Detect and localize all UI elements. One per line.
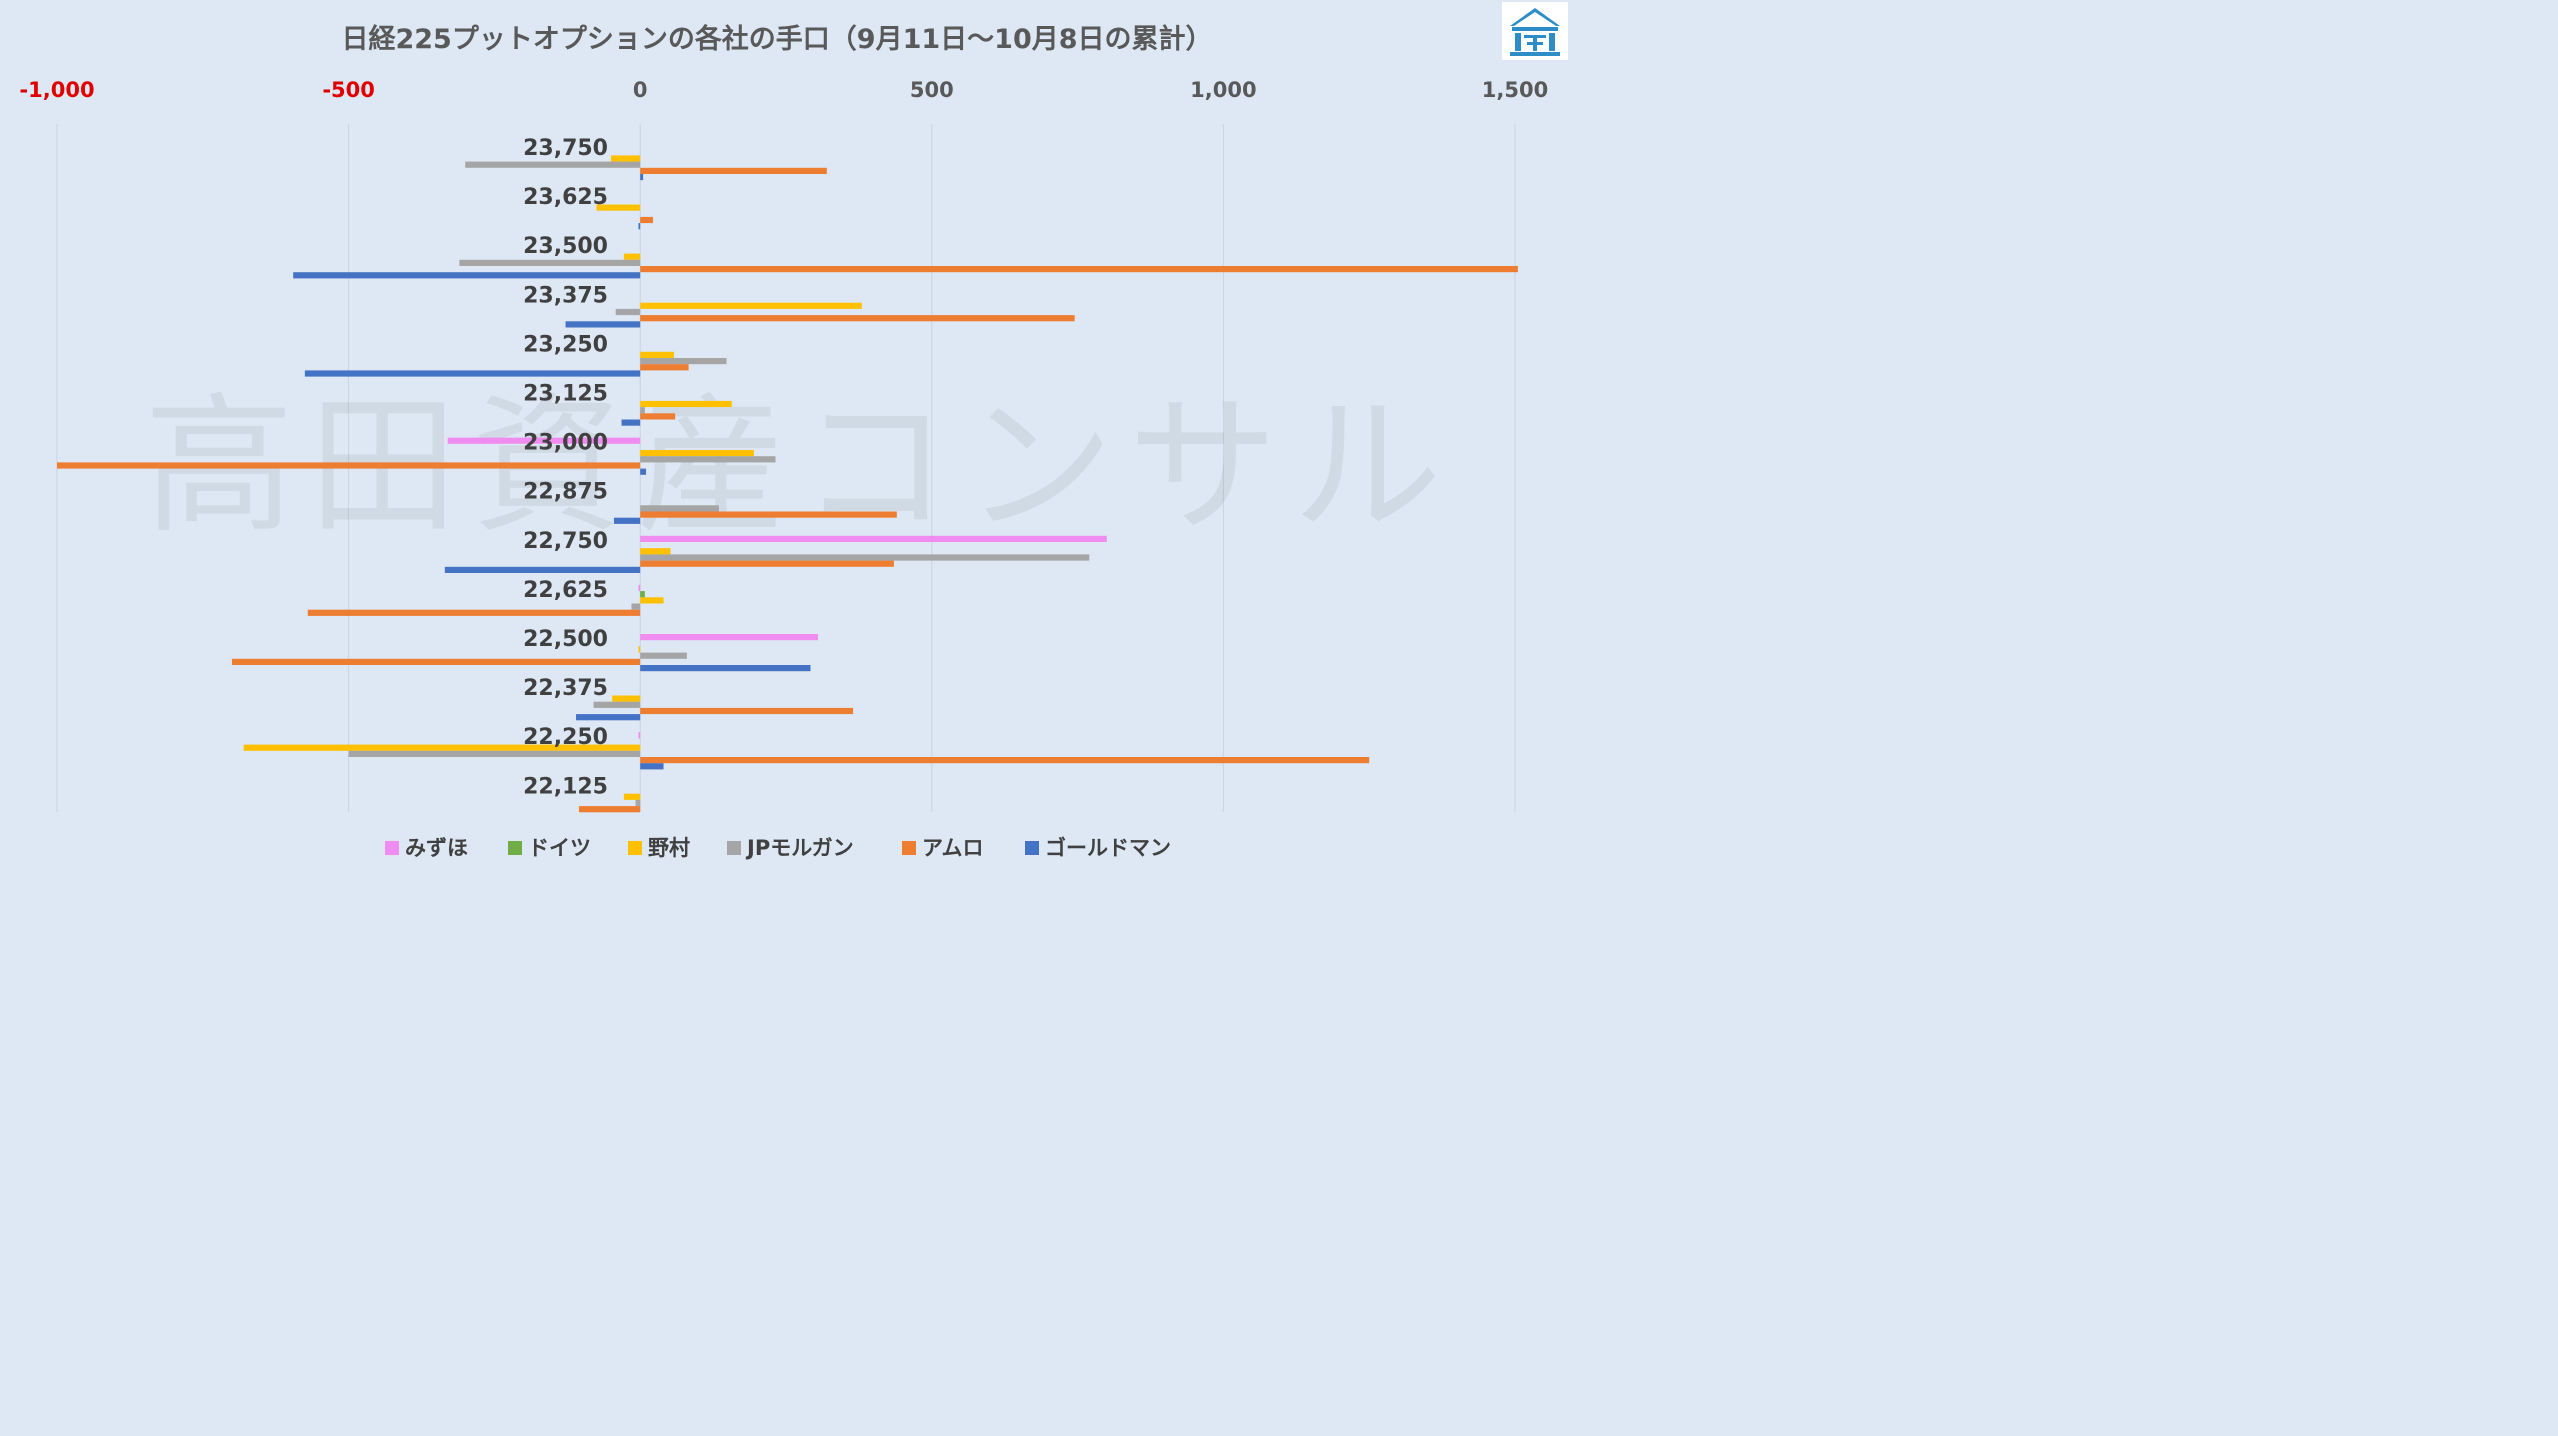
bar-6-2 xyxy=(638,223,641,230)
category-label: 23,125 xyxy=(523,382,608,407)
bar-3-13 xyxy=(243,744,641,751)
bar-3-7 xyxy=(640,450,754,457)
bar-4-7 xyxy=(640,456,776,463)
legend-swatch xyxy=(902,841,916,855)
bar-3-4 xyxy=(640,302,862,309)
legend-label: みずほ xyxy=(405,836,468,860)
category-label: 23,000 xyxy=(523,431,608,456)
category-label: 22,250 xyxy=(523,725,608,750)
bar-1-9 xyxy=(640,535,1107,542)
bar-4-13 xyxy=(348,750,641,757)
legend-label: ドイツ xyxy=(528,836,591,860)
legend-swatch xyxy=(385,841,399,855)
x-tick-label: 0 xyxy=(633,78,648,102)
category-label: 22,500 xyxy=(523,627,608,652)
bar-3-11 xyxy=(638,646,641,653)
bar-3-9 xyxy=(640,548,671,555)
category-label: 22,375 xyxy=(523,676,608,701)
x-axis-ticks: -1,000 -500 0 500 1,000 1,500 xyxy=(19,78,1548,102)
bar-5-10 xyxy=(307,609,641,616)
x-tick-label: -1,000 xyxy=(19,78,94,102)
bar-4-9 xyxy=(640,554,1090,561)
bar-4-8 xyxy=(640,505,719,512)
bar-4-1 xyxy=(465,161,641,168)
bar-5-11 xyxy=(231,658,641,665)
bar-4-5 xyxy=(640,358,727,365)
x-tick-label: 500 xyxy=(910,78,954,102)
bar-6-12 xyxy=(576,714,641,721)
category-label: 23,625 xyxy=(523,185,608,210)
bar-5-6 xyxy=(640,413,676,420)
bar-5-2 xyxy=(640,216,654,224)
category-label: 22,875 xyxy=(523,480,608,505)
bar-4-6 xyxy=(640,407,645,414)
bar-3-10 xyxy=(640,597,664,604)
chart-title: 日経225プットオプションの各社の手口（9月11日～10月8日の累計） xyxy=(341,23,1212,55)
bar-5-4 xyxy=(640,315,1075,322)
bar-1-10 xyxy=(638,584,641,592)
bar-6-8 xyxy=(613,517,641,524)
bar-2-10 xyxy=(640,591,645,598)
legend-label: ゴールドマン xyxy=(1045,836,1171,860)
bar-5-12 xyxy=(640,707,854,715)
category-label: 22,750 xyxy=(523,529,608,554)
bar-3-1 xyxy=(611,155,641,162)
bar-6-1 xyxy=(640,174,644,181)
bar-3-6 xyxy=(640,400,732,408)
bar-6-11 xyxy=(640,665,811,672)
category-label: 23,750 xyxy=(523,136,608,161)
bar-6-7 xyxy=(640,468,647,475)
x-tick-label: -500 xyxy=(322,78,375,102)
bar-4-14 xyxy=(635,799,641,807)
company-logo-icon xyxy=(1502,2,1568,60)
category-labels: 23,750 23,625 23,500 23,375 23,250 23,125 23,0… xyxy=(523,136,608,799)
category-label: 23,250 xyxy=(523,332,608,357)
bar-5-1 xyxy=(640,167,827,174)
bar-5-8 xyxy=(640,511,897,518)
bar-4-4 xyxy=(615,308,641,316)
bar-3-3 xyxy=(623,253,641,260)
chart-canvas: 日経225プットオプションの各社の手口（9月11日～10月8日の累計） 高田資産… xyxy=(19,23,1548,860)
legend-swatch xyxy=(727,841,741,855)
bar-5-13 xyxy=(640,757,1370,764)
bar-1-7 xyxy=(447,437,641,444)
category-label: 23,375 xyxy=(523,283,608,308)
bar-5-5 xyxy=(640,364,689,371)
x-tick-label: 1,000 xyxy=(1190,78,1256,102)
x-tick-label: 1,500 xyxy=(1482,78,1548,102)
bar-4-3 xyxy=(459,259,641,266)
legend-label: アムロ xyxy=(922,836,984,860)
chart-stage: 日経225プットオプションの各社の手口（9月11日～10月8日の累計） 高田資産… xyxy=(0,0,1568,880)
bar-5-9 xyxy=(640,560,894,567)
bar-6-6 xyxy=(621,419,641,426)
bar-3-5 xyxy=(640,351,675,358)
bar-3-2 xyxy=(596,204,641,211)
category-label: 23,500 xyxy=(523,234,608,259)
bar-5-7 xyxy=(57,462,641,469)
bar-4-10 xyxy=(631,603,641,610)
bars xyxy=(57,155,1518,813)
bar-6-13 xyxy=(640,763,664,770)
legend-swatch xyxy=(1025,841,1039,855)
bar-4-11 xyxy=(640,652,687,659)
bar-6-9 xyxy=(444,566,641,573)
bar-4-12 xyxy=(593,701,641,708)
category-label: 22,125 xyxy=(523,774,608,799)
bar-1-13 xyxy=(638,732,641,739)
category-label: 22,625 xyxy=(523,578,608,603)
bar-5-3 xyxy=(640,266,1518,273)
bar-5-14 xyxy=(578,806,641,813)
bar-6-4 xyxy=(565,321,641,328)
bar-6-3 xyxy=(293,272,641,279)
legend-label: 野村 xyxy=(648,836,690,860)
legend: みずほ ドイツ 野村 JPモルガン アムロ ゴールドマン xyxy=(385,836,1171,860)
legend-swatch xyxy=(508,841,522,855)
bar-1-11 xyxy=(640,634,819,641)
bar-3-14 xyxy=(623,793,641,800)
legend-label: JPモルガン xyxy=(745,836,854,860)
bar-3-12 xyxy=(612,695,641,702)
legend-swatch xyxy=(628,841,642,855)
bar-6-5 xyxy=(304,370,641,377)
